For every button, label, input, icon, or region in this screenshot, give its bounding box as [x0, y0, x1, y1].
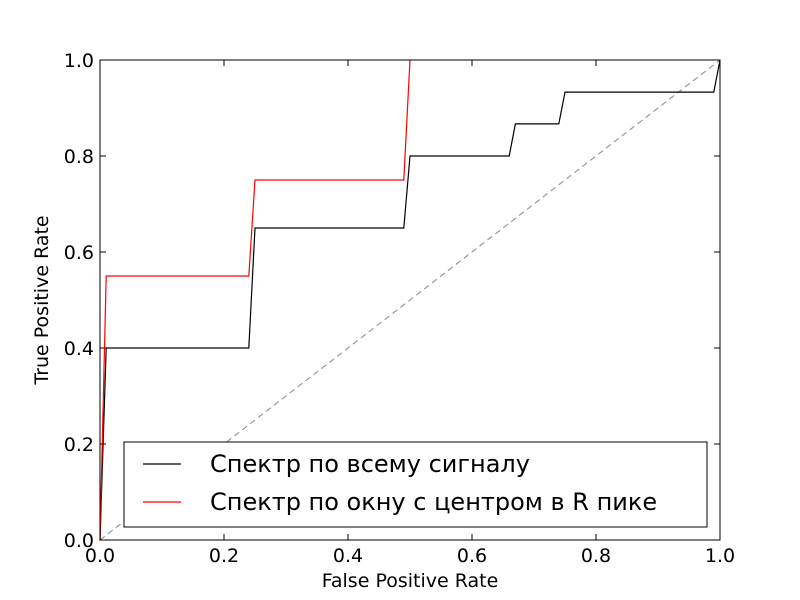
- y-tick-label: 1.0: [64, 50, 94, 72]
- series-line-2: [99, 59, 411, 541]
- legend-box: [123, 441, 708, 528]
- legend-label-series-1: Спектр по всему сигналу: [210, 450, 530, 478]
- x-tick-label: 1.0: [705, 545, 735, 567]
- x-tick-label: 0.2: [209, 545, 239, 567]
- x-tick-label: 0.4: [333, 545, 363, 567]
- x-tick-label: 0.8: [581, 545, 611, 567]
- x-axis-label: False Positive Rate: [322, 570, 499, 592]
- plot-frame: [99, 59, 721, 541]
- y-tick-label: 0.4: [64, 338, 94, 360]
- tick-labels: 0.0 0.2 0.4 0.6 0.8 1.0 0.0 0.2 0.4 0.6 0.8 1.0: [64, 50, 735, 567]
- series-line-1: [99, 59, 721, 541]
- x-tick-label: 0.0: [85, 545, 115, 567]
- legend: Спектр по всему сигналу Спектр по окну с…: [123, 441, 708, 528]
- x-tick-label: 0.6: [457, 545, 487, 567]
- y-tick-label: 0.0: [64, 530, 94, 552]
- y-tick-label: 0.2: [64, 434, 94, 456]
- legend-label-series-2: Спектр по окну с центром в R пике: [210, 488, 657, 516]
- y-tick-label: 0.8: [64, 146, 94, 168]
- y-axis-label: True Positive Rate: [31, 215, 53, 385]
- y-tick-label: 0.6: [64, 242, 94, 264]
